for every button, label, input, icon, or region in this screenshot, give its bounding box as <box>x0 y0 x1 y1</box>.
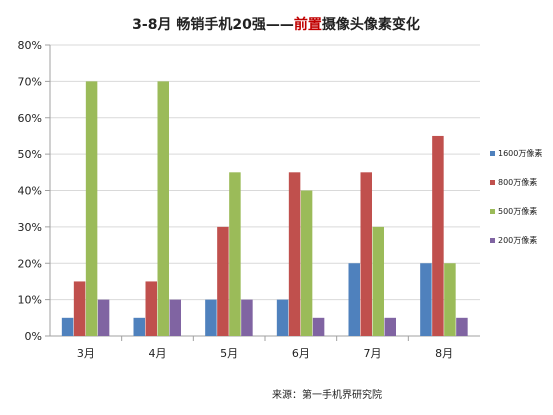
legend-swatch <box>490 180 495 185</box>
bar <box>73 281 86 336</box>
bar <box>169 299 181 336</box>
bar <box>276 299 289 336</box>
bar <box>372 226 384 336</box>
legend-label: 200万像素 <box>498 235 537 245</box>
bar <box>360 172 372 336</box>
bar <box>145 281 157 336</box>
y-tick-label: 10% <box>18 294 42 307</box>
title-highlight: 前置 <box>294 16 322 33</box>
bar <box>133 317 145 336</box>
bar <box>229 172 241 336</box>
y-tick-label: 0% <box>25 330 42 343</box>
y-tick-label: 50% <box>18 148 42 161</box>
legend-label: 500万像素 <box>498 206 537 216</box>
title-prefix: 3-8月 畅销手机20强—— <box>132 16 294 33</box>
chart-title: 3-8月 畅销手机20强——前置摄像头像素变化 <box>132 16 420 33</box>
x-tick-label: 8月 <box>435 347 453 360</box>
title-suffix: 摄像头像素变化 <box>322 16 420 33</box>
bar <box>444 263 456 336</box>
y-tick-label: 20% <box>18 257 42 270</box>
legend-swatch <box>490 151 495 156</box>
bar <box>97 299 110 336</box>
source-note: 来源：第一手机界研究院 <box>272 388 382 401</box>
legend-swatch <box>490 238 495 243</box>
x-tick-label: 4月 <box>149 347 167 360</box>
bars <box>61 81 468 336</box>
y-tick-label: 70% <box>18 75 42 88</box>
bar <box>348 263 360 336</box>
x-tick-label: 6月 <box>292 347 310 360</box>
bar <box>217 226 229 336</box>
bar <box>85 81 98 336</box>
bar <box>312 317 325 336</box>
y-tick-label: 30% <box>18 221 42 234</box>
x-tick-label: 5月 <box>220 347 238 360</box>
bar <box>456 317 468 336</box>
legend: 1600万像素 800万像素 500万像素 200万像素 <box>490 148 542 245</box>
bar <box>420 263 432 336</box>
legend-label: 1600万像素 <box>498 148 542 158</box>
bar <box>241 299 253 336</box>
bar <box>157 81 169 336</box>
y-axis-ticks: 0% 10% 20% 30% 40% 50% 60% 70% 80% <box>18 39 42 343</box>
y-tick-label: 60% <box>18 112 42 125</box>
legend-swatch <box>490 209 495 214</box>
bar <box>432 135 444 336</box>
bar <box>288 172 301 336</box>
y-tick-label: 40% <box>18 185 42 198</box>
bar <box>300 190 313 336</box>
x-tick-label: 7月 <box>364 347 382 360</box>
bar <box>384 317 396 336</box>
y-tick-label: 80% <box>18 39 42 52</box>
x-tick-label: 3月 <box>77 347 95 360</box>
legend-label: 800万像素 <box>498 177 537 187</box>
bar <box>61 317 74 336</box>
x-axis-ticks: 3月 4月 5月 6月 7月 8月 <box>77 336 453 360</box>
bar <box>205 299 217 336</box>
gridlines <box>45 44 480 337</box>
